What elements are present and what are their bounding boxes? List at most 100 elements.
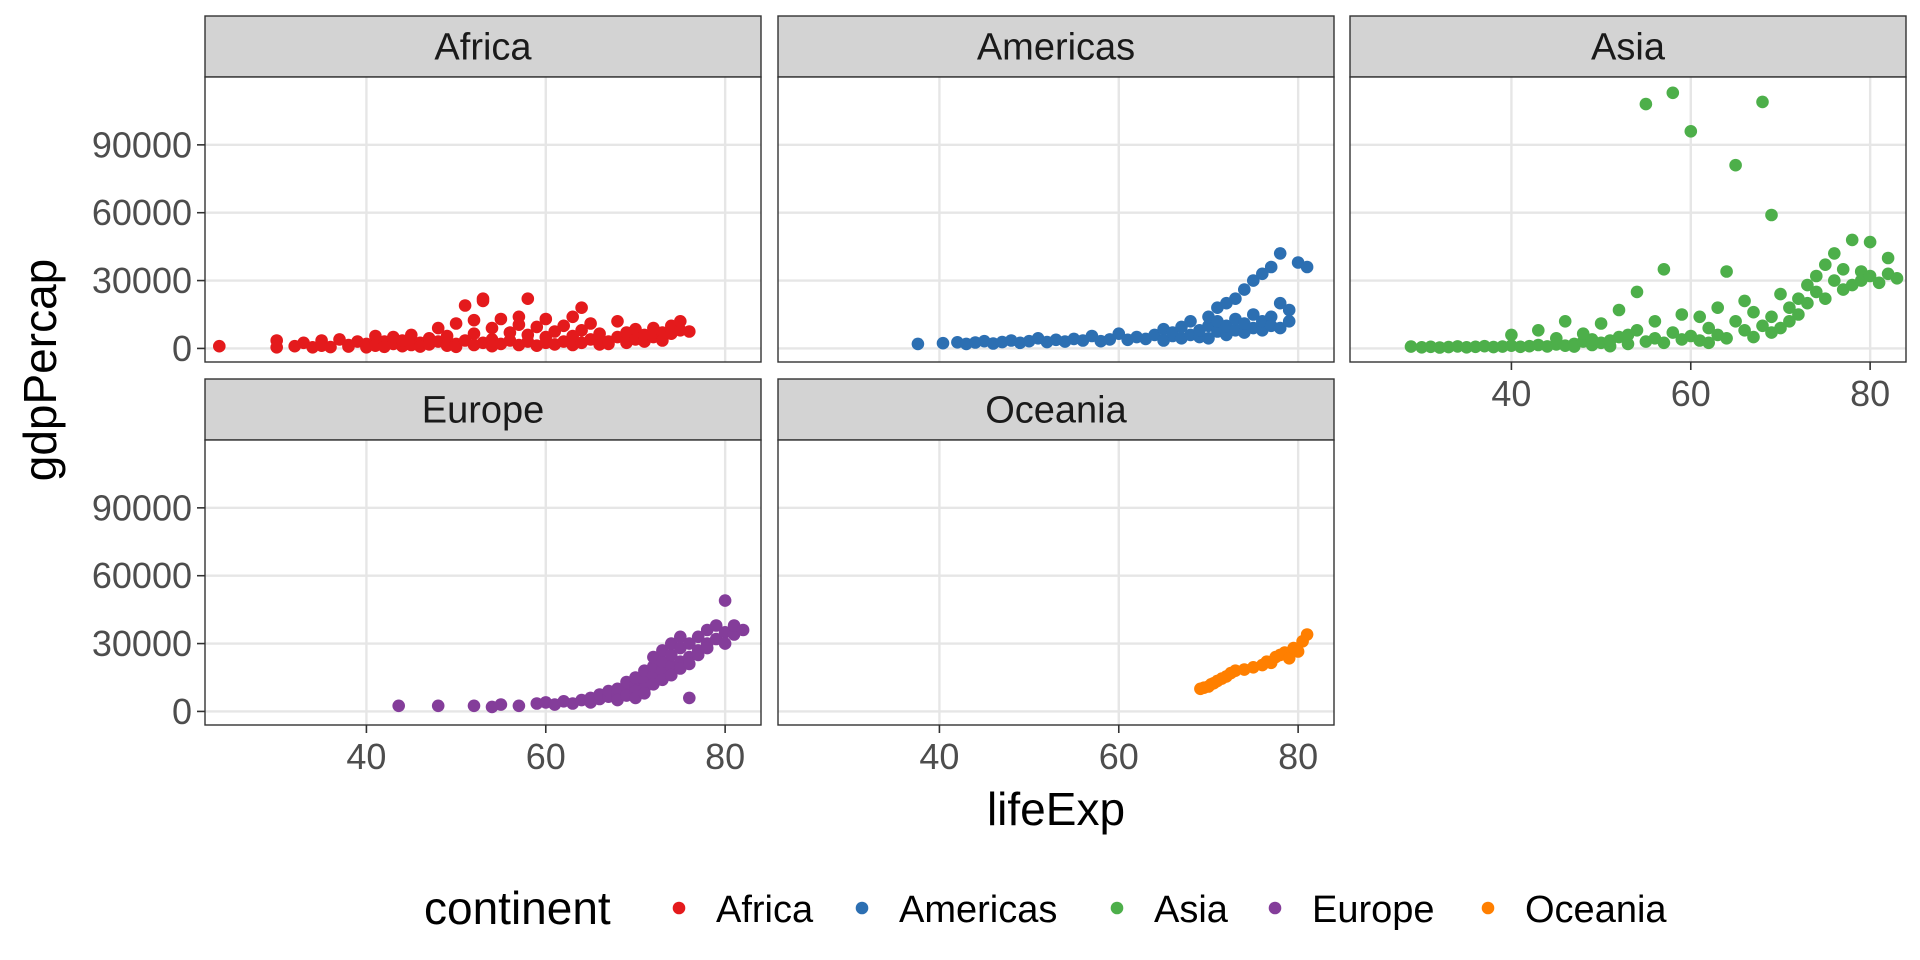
data-point (736, 623, 750, 637)
legend-key-asia (1110, 901, 1124, 915)
data-point (665, 648, 678, 662)
data-point (1630, 285, 1644, 299)
data-point (911, 337, 925, 351)
data-point (1648, 315, 1662, 328)
data-point (512, 310, 526, 324)
data-point (1184, 315, 1197, 328)
data-point (1872, 276, 1886, 290)
data-point (593, 327, 606, 341)
x-tick-label: 80 (705, 736, 745, 777)
panel-africa: Africa 0 30000 60000 90000 (92, 15, 762, 369)
y-tick-label: 0 (172, 328, 192, 369)
data-point (1666, 86, 1680, 100)
data-point (602, 337, 615, 351)
y-tick-label: 60000 (92, 192, 192, 233)
data-point (392, 699, 406, 713)
data-point (584, 317, 597, 330)
data-point (1282, 652, 1296, 665)
data-point (1238, 283, 1251, 296)
data-point (575, 324, 588, 337)
panel-background (1350, 77, 1906, 362)
data-point (683, 637, 696, 650)
data-point (1675, 308, 1689, 321)
data-point (1747, 330, 1760, 344)
data-point (1514, 340, 1527, 354)
data-point (213, 339, 226, 353)
data-point (405, 328, 418, 342)
data-point (683, 691, 696, 705)
data-point (1738, 294, 1751, 308)
data-point (683, 325, 696, 338)
data-point (683, 657, 696, 671)
legend-label-americas: Americas (899, 889, 1057, 931)
legend-key-oceania (1481, 901, 1495, 915)
strip-label-oceania: Oceania (985, 390, 1127, 432)
data-point (1738, 324, 1751, 337)
panel-border (1349, 76, 1907, 363)
data-point (674, 315, 687, 328)
points-europe (392, 594, 750, 714)
data-point (1460, 341, 1473, 354)
x-tick-label: 60 (1671, 373, 1711, 414)
data-point (449, 340, 463, 354)
data-point (512, 699, 526, 713)
data-point (611, 315, 624, 328)
data-point (324, 340, 337, 354)
data-point (936, 336, 950, 350)
data-point (718, 637, 732, 650)
legend-key-europe (1268, 901, 1282, 915)
data-point (575, 301, 588, 315)
panel-background (205, 440, 761, 725)
x-tick-label: 40 (1491, 373, 1531, 414)
data-point (503, 326, 517, 339)
data-point (1828, 247, 1841, 260)
data-point (539, 312, 553, 326)
legend-key-americas (855, 901, 869, 915)
x-tick-label: 80 (1850, 373, 1890, 414)
data-point (369, 329, 382, 343)
data-point (1404, 340, 1418, 353)
legend-label-oceania: Oceania (1525, 889, 1667, 931)
data-point (1693, 310, 1706, 324)
x-tick-label: 80 (1278, 736, 1318, 777)
facet-panels: Africa 0 30000 60000 90000 Americas Asia 40 60 80… (92, 15, 1907, 777)
data-point (1810, 285, 1823, 299)
data-point (691, 648, 705, 662)
panel-border (777, 439, 1335, 726)
data-point (1828, 274, 1841, 287)
data-point (718, 594, 732, 607)
data-point (521, 328, 535, 342)
x-tick-label: 40 (919, 736, 959, 777)
data-point (1657, 263, 1671, 276)
panel-oceania: Oceania 40 60 80 (777, 378, 1335, 777)
x-tick-label: 40 (346, 736, 386, 777)
data-point (485, 321, 499, 335)
data-point (1256, 267, 1269, 281)
y-tick-label: 90000 (92, 487, 192, 528)
data-point (1264, 260, 1278, 274)
data-point (1783, 315, 1796, 328)
data-point (1612, 303, 1626, 317)
data-point (665, 668, 678, 682)
legend-label-europe: Europe (1312, 889, 1435, 931)
strip-africa (204, 15, 762, 78)
data-point (638, 687, 651, 700)
data-point (709, 619, 723, 632)
data-point (333, 333, 346, 346)
data-point (494, 312, 508, 326)
data-point (1532, 324, 1545, 337)
strip-label-asia: Asia (1591, 27, 1666, 69)
points-oceania (1194, 628, 1314, 696)
data-point (1702, 336, 1715, 350)
legend-key-africa (672, 901, 686, 915)
data-point (1505, 328, 1518, 342)
panel-border (204, 439, 762, 726)
data-point (1469, 340, 1482, 354)
data-point (1273, 321, 1287, 335)
data-point (440, 329, 454, 343)
panel-background (205, 77, 761, 362)
data-point (1774, 321, 1787, 335)
data-point (1774, 287, 1787, 301)
legend-title: continent (424, 882, 611, 934)
data-point (1103, 333, 1117, 346)
